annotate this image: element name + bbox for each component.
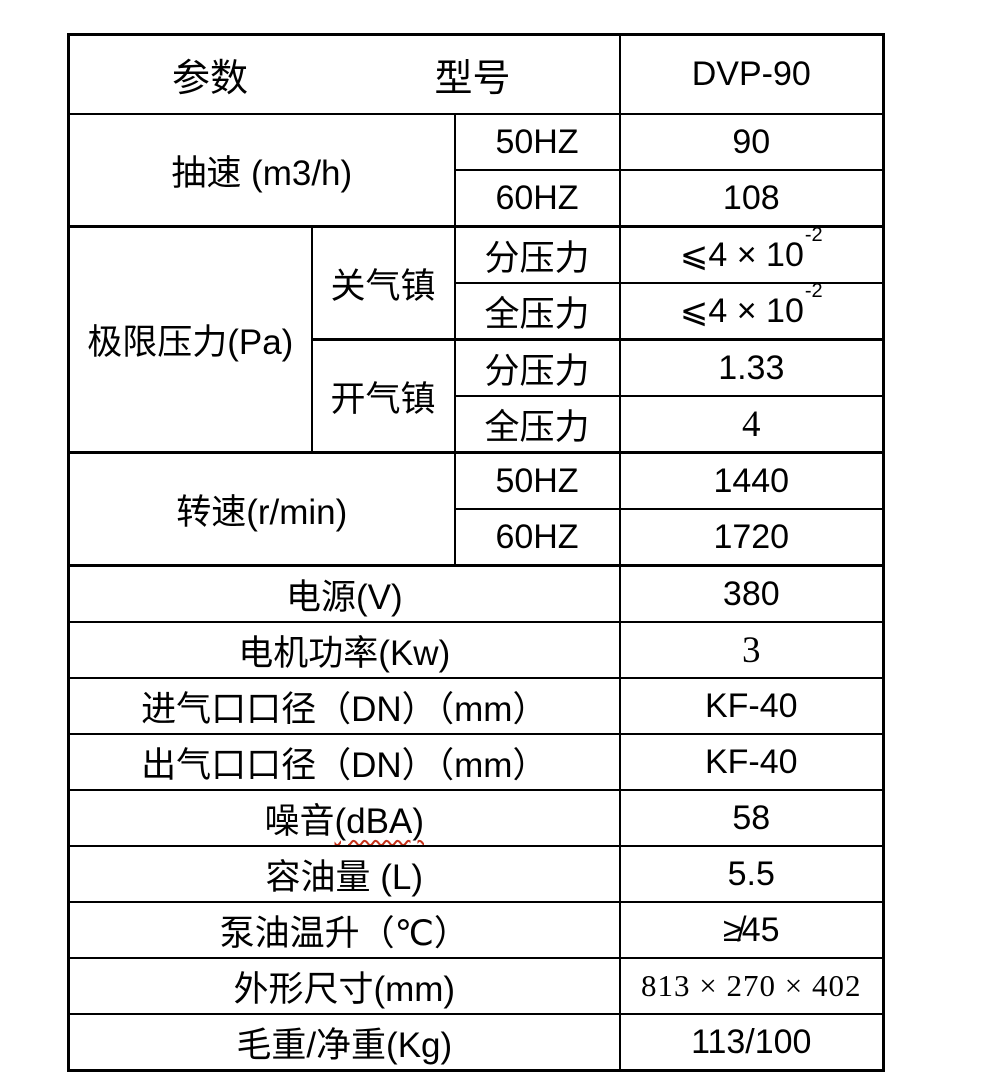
rotation-speed-50hz-value: 1440 <box>618 451 885 510</box>
rotation-speed-60hz-value: 1720 <box>618 508 885 567</box>
open-total-pressure-value: 4 <box>618 395 885 454</box>
pumping-speed-row-50hz: 抽速 (m3/h) 50HZ 90 <box>67 113 885 228</box>
outlet-port-value: KF-40 <box>618 733 885 791</box>
open-total-pressure-label: 全压力 <box>453 395 621 454</box>
pumping-speed-row-60hz: 60HZ 108 <box>69 169 885 228</box>
rotation-speed-60hz-label: 60HZ <box>453 508 621 567</box>
oil-temp-rise-row: 泵油温升（℃） ≱45 <box>67 901 885 959</box>
closed-partial-pressure-label: 分压力 <box>453 225 621 284</box>
pumping-speed-50hz-value: 90 <box>618 113 885 171</box>
noise-value: 58 <box>618 789 885 847</box>
header-param-model-cell: 参数 型号 <box>67 33 621 115</box>
pumping-speed-60hz-label: 60HZ <box>453 169 621 228</box>
header-labels: 参数 型号 <box>71 47 618 102</box>
power-supply-row: 电源(V) 380 <box>67 564 885 623</box>
header-param-label: 参数 <box>172 58 249 100</box>
oil-temp-rise-label: 泵油温升（℃） <box>67 901 621 959</box>
inlet-port-row: 进气口口径（DN）（mm） KF-40 <box>67 677 885 735</box>
closed-total-pressure-value: ⩽4 × 10-2 <box>618 282 885 341</box>
inlet-port-label: 进气口口径（DN）（mm） <box>67 677 621 735</box>
outlet-port-row: 出气口口径（DN）（mm） KF-40 <box>67 733 885 791</box>
inlet-port-value: KF-40 <box>618 677 885 735</box>
motor-power-value: 3 <box>618 621 885 679</box>
ultimate-pressure-closed-partial-row: 极限压力(Pa) 关气镇 分压力 ⩽4 × 10-2 <box>67 225 885 454</box>
spec-table: 参数 型号 DVP-90 抽速 (m3/h) 50HZ 90 60HZ 108 … <box>67 33 886 1072</box>
noise-label: 噪音(dBA) <box>67 789 621 847</box>
pumping-speed-60hz-value: 108 <box>618 169 885 228</box>
rotation-speed-50hz-label: 50HZ <box>453 451 621 510</box>
ultimate-pressure-open-total-row: 全压力 4 <box>69 395 885 454</box>
ultimate-pressure-closed-total-row: 全压力 ⩽4 × 10-2 <box>69 282 885 341</box>
closed-partial-value-base: ⩽4 × 10 <box>679 236 804 274</box>
closed-total-value-base: ⩽4 × 10 <box>679 292 804 330</box>
open-partial-pressure-value: 1.33 <box>618 338 885 397</box>
closed-partial-value-exponent: -2 <box>804 226 823 246</box>
noise-row: 噪音(dBA) 58 <box>67 789 885 847</box>
ballast-open-label: 开气镇 <box>310 338 456 454</box>
motor-power-label: 电机功率(Kw) <box>67 621 621 679</box>
header-model-label: 型号 <box>434 58 511 100</box>
ballast-closed-label: 关气镇 <box>310 225 456 341</box>
closed-total-value-exponent: -2 <box>804 283 823 302</box>
noise-label-text: 噪音 <box>264 801 335 841</box>
noise-label-unit: (dBA) <box>334 801 424 841</box>
oil-capacity-value: 5.5 <box>618 845 885 903</box>
header-row: 参数 型号 DVP-90 <box>67 33 885 115</box>
open-partial-pressure-label: 分压力 <box>453 338 621 397</box>
pumping-speed-label: 抽速 (m3/h) <box>67 113 456 228</box>
dimensions-row: 外形尺寸(mm) 813 × 270 × 402 <box>67 957 885 1015</box>
closed-partial-pressure-value: ⩽4 × 10-2 <box>618 225 885 284</box>
weight-row: 毛重/净重(Kg) 113/100 <box>67 1013 885 1072</box>
ultimate-pressure-label: 极限压力(Pa) <box>67 225 313 454</box>
pumping-speed-50hz-label: 50HZ <box>453 113 621 171</box>
oil-temp-rise-value: ≱45 <box>618 901 885 959</box>
oil-capacity-label: 容油量 (L) <box>67 845 621 903</box>
motor-power-row: 电机功率(Kw) 3 <box>67 621 885 679</box>
ultimate-pressure-open-partial-row: 开气镇 分压力 1.33 <box>69 338 885 454</box>
dimensions-label: 外形尺寸(mm) <box>67 957 621 1015</box>
rotation-speed-label: 转速(r/min) <box>67 451 456 567</box>
weight-label: 毛重/净重(Kg) <box>67 1013 621 1072</box>
oil-capacity-row: 容油量 (L) 5.5 <box>67 845 885 903</box>
closed-total-pressure-label: 全压力 <box>453 282 621 341</box>
power-supply-label: 电源(V) <box>67 564 621 623</box>
weight-value: 113/100 <box>618 1013 885 1072</box>
rotation-speed-row-50hz: 转速(r/min) 50HZ 1440 <box>67 451 885 567</box>
power-supply-value: 380 <box>618 564 885 623</box>
dimensions-value: 813 × 270 × 402 <box>618 957 885 1015</box>
rotation-speed-row-60hz: 60HZ 1720 <box>69 508 885 567</box>
outlet-port-label: 出气口口径（DN）（mm） <box>67 733 621 791</box>
header-model-value: DVP-90 <box>618 33 885 115</box>
